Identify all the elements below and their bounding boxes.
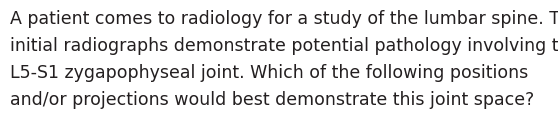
Text: A patient comes to radiology for a study of the lumbar spine. The: A patient comes to radiology for a study… (10, 10, 558, 28)
Text: initial radiographs demonstrate potential pathology involving the: initial radiographs demonstrate potentia… (10, 37, 558, 55)
Text: L5-S1 zygapophyseal joint. Which of the following positions: L5-S1 zygapophyseal joint. Which of the … (10, 64, 528, 82)
Text: and/or projections would best demonstrate this joint space?: and/or projections would best demonstrat… (10, 91, 534, 109)
